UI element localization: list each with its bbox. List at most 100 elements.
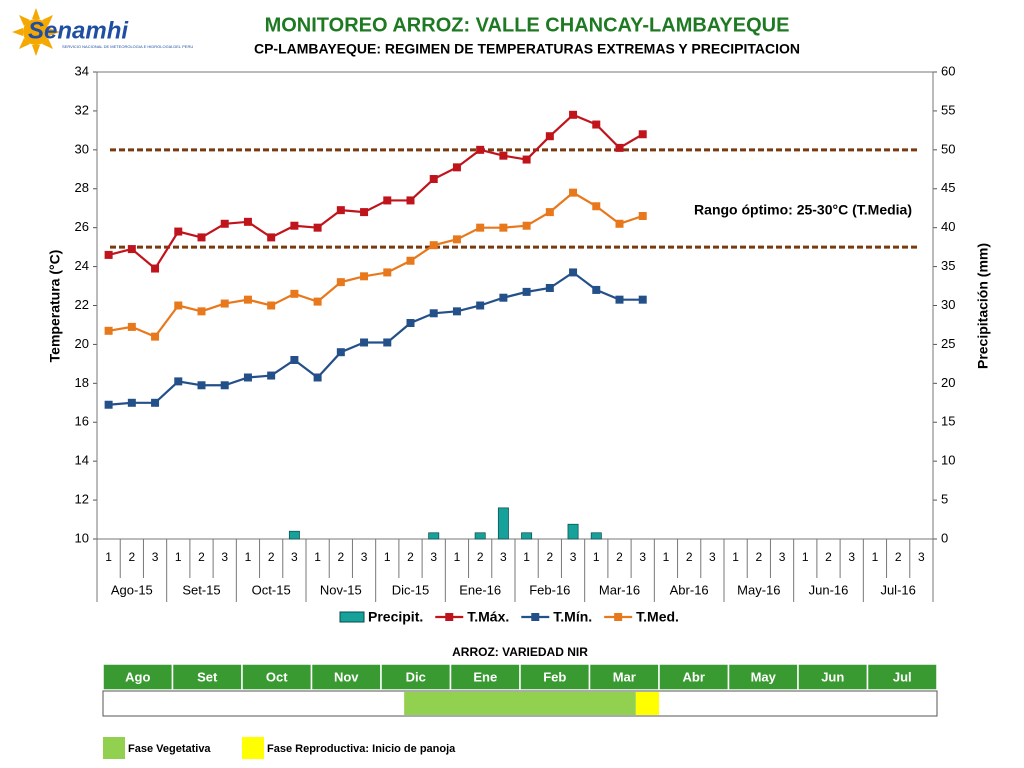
y2-tick-label: 0 [941,530,948,545]
x-tick-label: 1 [523,550,530,564]
x-tick-label: 3 [918,550,925,564]
y-tick-label: 16 [75,414,89,429]
y2-tick-label: 5 [941,492,948,507]
x-tick-label: 2 [616,550,623,564]
x-tick-label: 2 [477,550,484,564]
marker [429,309,438,318]
marker [290,221,299,230]
y-tick-label: 14 [75,453,89,468]
month-label: Abr-16 [670,582,709,597]
x-tick-label: 2 [198,550,205,564]
x-tick-label: 2 [268,550,275,564]
marker [615,295,624,304]
phenology-month: Oct [266,669,288,684]
month-label: Jun-16 [809,582,849,597]
marker [476,145,485,154]
marker [313,223,322,232]
y2-tick-label: 20 [941,375,955,390]
x-tick-label: 1 [802,550,809,564]
marker [151,264,160,273]
phenology-header-cell [727,663,799,691]
legend-swatch [531,613,540,621]
x-tick-label: 1 [732,550,739,564]
legend-swatch [614,613,623,621]
marker [313,373,322,382]
marker [592,120,601,129]
marker [522,155,531,164]
month-label: Oct-15 [252,582,291,597]
legend-swatch [445,613,454,621]
marker [383,268,392,277]
x-tick-label: 3 [848,550,855,564]
y2-tick-label: 50 [941,141,955,156]
y2-tick-label: 10 [941,453,955,468]
x-tick-label: 1 [245,550,252,564]
x-tick-label: 3 [500,550,507,564]
month-label: Nov-15 [320,582,362,597]
marker [174,227,183,236]
phenology-header-cell [519,663,591,691]
y-tick-label: 22 [75,297,89,312]
marker [569,188,578,197]
y-tick-label: 26 [75,219,89,234]
marker [267,371,276,380]
phase-legend-label: Fase Reproductiva: Inicio de panoja [267,743,456,755]
marker [499,151,508,160]
marker [499,293,508,302]
month-label: Dic-15 [392,582,430,597]
marker [615,219,624,228]
marker [174,301,183,310]
marker [383,338,392,347]
marker [197,233,206,242]
y-tick-label: 18 [75,375,89,390]
marker [197,381,206,390]
line [108,271,643,406]
marker [104,250,113,259]
x-tick-label: 2 [895,550,902,564]
marker [360,208,369,217]
bar [497,507,509,540]
marker [360,272,369,281]
marker [174,377,183,386]
x-tick-label: 2 [337,550,344,564]
legend-swatch [339,611,365,623]
bar [474,532,486,540]
marker [429,241,438,250]
marker [638,130,647,139]
y2-tick-label: 15 [941,414,955,429]
x-tick-label: 2 [686,550,693,564]
marker [383,196,392,205]
x-tick-label: 1 [175,550,182,564]
x-tick-label: 3 [709,550,716,564]
marker [638,211,647,220]
marker [360,338,369,347]
marker [290,289,299,298]
y-axis-label: Temperatura (°C) [47,250,63,363]
y2-tick-label: 45 [941,180,955,195]
month-label: Mar-16 [599,582,640,597]
marker [476,223,485,232]
bar [590,532,602,540]
marker [267,233,276,242]
phase-span [635,692,659,715]
x-tick-label: 1 [384,550,391,564]
logo-name: Senamhi [28,17,129,44]
marker [406,319,415,328]
marker [452,307,461,316]
logo: Senamhi SERVICIO NACIONAL DE METEOROLOGI… [12,8,193,56]
x-tick-label: 2 [128,550,135,564]
marker [522,287,531,296]
marker [615,143,624,152]
legend-label: T.Máx. [467,609,509,625]
phenology-header-cell [102,663,174,691]
phenology-month: Set [197,669,218,684]
y-tick-label: 20 [75,336,89,351]
phenology-month: Mar [613,669,636,684]
x-tick-label: 1 [454,550,461,564]
x-tick-label: 3 [570,550,577,564]
marker [476,301,485,310]
marker [197,307,206,316]
phase-span [404,692,636,715]
bar [288,530,300,540]
line [108,191,644,338]
